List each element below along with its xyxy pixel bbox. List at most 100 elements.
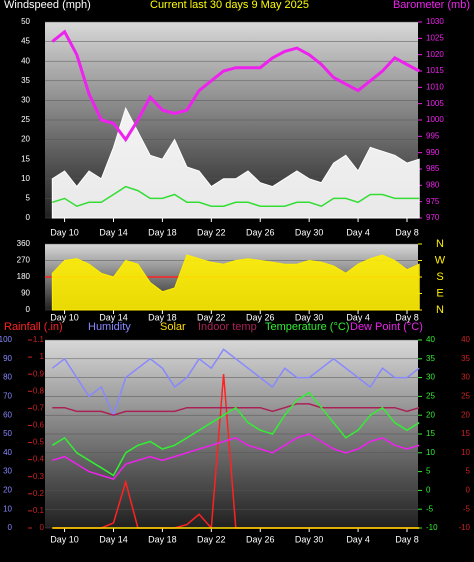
y2-tick-label: 995: [426, 131, 440, 140]
y-tick-label: 25: [21, 115, 30, 124]
y2-label: Barometer (mb): [393, 0, 470, 11]
y3-tick-label: 0.4: [33, 455, 45, 464]
y2-tick-label: 35: [461, 354, 470, 363]
y3-tick-label: 0.1: [33, 506, 45, 515]
y3-tick-label: 0.5: [33, 438, 45, 447]
y2-tick-label: 35: [426, 354, 435, 363]
y2-tick-label: -10: [426, 523, 438, 532]
y-tick-label: 0: [8, 523, 13, 532]
y-tick-label: 20: [21, 135, 30, 144]
legend-entry: Dew Point (°C): [350, 321, 423, 333]
legend-entry: Rainfall (.in): [4, 321, 63, 333]
y2-tick-label: 15: [461, 429, 470, 438]
legend-entry: Temperature (°C): [265, 321, 349, 333]
y2-tick-label: 30: [426, 373, 435, 382]
chart-title: Current last 30 days 9 May 2025: [150, 0, 309, 11]
y2-tick-label: 1010: [426, 82, 444, 91]
y2-tick-label: 25: [461, 392, 470, 401]
y2-tick-label: 1020: [426, 50, 444, 59]
line: [51, 391, 420, 477]
y2-tick-label: 0: [426, 486, 431, 495]
y-tick-label: 270: [17, 256, 31, 265]
y2-tick-label: 975: [426, 197, 440, 206]
y3-tick-label: 0.3: [33, 472, 45, 481]
y2-tick-label: 20: [426, 410, 435, 419]
y-tick-label: 5: [26, 194, 31, 203]
y2-tick-label: W: [435, 254, 446, 266]
y3-tick-label: 1: [40, 352, 45, 361]
x-tick-label: Day 26: [246, 227, 275, 237]
y2-tick-label: -5: [426, 504, 434, 513]
y3-tick-label: 0.6: [33, 421, 45, 430]
y2-tick-label: 1030: [426, 17, 444, 26]
y-tick-label: 10: [3, 504, 12, 513]
legend-entry: Solar: [160, 321, 186, 333]
legend-entry: Humidity: [88, 321, 131, 333]
y3-tick-label: 1.1: [33, 335, 45, 344]
y-tick-label: 10: [21, 174, 30, 183]
y2-tick-label: 1005: [426, 99, 444, 108]
y2-tick-label: 1000: [426, 115, 444, 124]
y-tick-label: 360: [17, 239, 31, 248]
area: [51, 106, 420, 219]
x-tick-label: Day 14: [99, 227, 128, 237]
x-tick-label: Day 14: [99, 534, 128, 544]
y2-tick-label: 5: [426, 467, 431, 476]
x-tick-label: Day 26: [246, 534, 275, 544]
y-tick-label: 100: [0, 335, 13, 344]
y2-tick-label: 0: [466, 486, 471, 495]
x-tick-label: Day 18: [148, 227, 177, 237]
x-tick-label: Day 22: [197, 312, 226, 322]
y2-tick-label: 990: [426, 148, 440, 157]
y2-tick-label: -10: [458, 523, 470, 532]
x-tick-label: Day 8: [395, 312, 419, 322]
y-tick-label: 40: [21, 56, 30, 65]
x-tick-label: Day 4: [346, 534, 370, 544]
x-tick-label: Day 30: [295, 227, 324, 237]
line: [52, 433, 420, 480]
y2-tick-label: 20: [461, 410, 470, 419]
y-tick-label: 40: [3, 448, 12, 457]
y-tick-label: 60: [3, 410, 12, 419]
y2-tick-label: N: [436, 238, 444, 250]
x-tick-label: Day 8: [395, 534, 419, 544]
y2-tick-label: 985: [426, 164, 440, 173]
y2-tick-label: 25: [426, 392, 435, 401]
y2-tick-label: S: [436, 271, 443, 283]
y-tick-label: 90: [3, 354, 12, 363]
x-tick-label: Day 30: [295, 312, 324, 322]
x-tick-label: Day 8: [395, 227, 419, 237]
y3-tick-label: 0: [40, 523, 45, 532]
y3-tick-label: 0.8: [33, 386, 45, 395]
x-tick-label: Day 26: [246, 312, 275, 322]
y3-tick-label: 0.7: [33, 403, 45, 412]
area: [51, 254, 420, 311]
line: [52, 185, 420, 208]
x-tick-label: Day 14: [99, 312, 128, 322]
y-tick-label: 35: [21, 76, 30, 85]
x-tick-label: Day 18: [148, 534, 177, 544]
y2-tick-label: -5: [463, 504, 471, 513]
y-tick-label: 30: [3, 467, 12, 476]
line: [51, 29, 420, 143]
y2-tick-label: 15: [426, 429, 435, 438]
y2-tick-label: E: [436, 287, 443, 299]
x-tick-label: Day 10: [50, 534, 79, 544]
y-tick-label: 30: [21, 96, 30, 105]
y-tick-label: 45: [21, 37, 30, 46]
y-tick-label: 50: [21, 17, 30, 26]
y-label: Windspeed (mph): [4, 0, 91, 11]
y-tick-label: 50: [3, 429, 12, 438]
x-tick-label: Day 10: [50, 312, 79, 322]
y2-tick-label: 10: [461, 448, 470, 457]
y2-tick-label: 40: [426, 335, 435, 344]
x-tick-label: Day 22: [197, 227, 226, 237]
x-tick-label: Day 4: [346, 312, 370, 322]
y2-tick-label: 1025: [426, 33, 444, 42]
y2-tick-label: 1015: [426, 66, 444, 75]
legend-entry: Indoor temp: [198, 321, 257, 333]
y2-tick-label: 30: [461, 373, 470, 382]
y-tick-label: 0: [26, 305, 31, 314]
y2-tick-label: 40: [461, 335, 470, 344]
